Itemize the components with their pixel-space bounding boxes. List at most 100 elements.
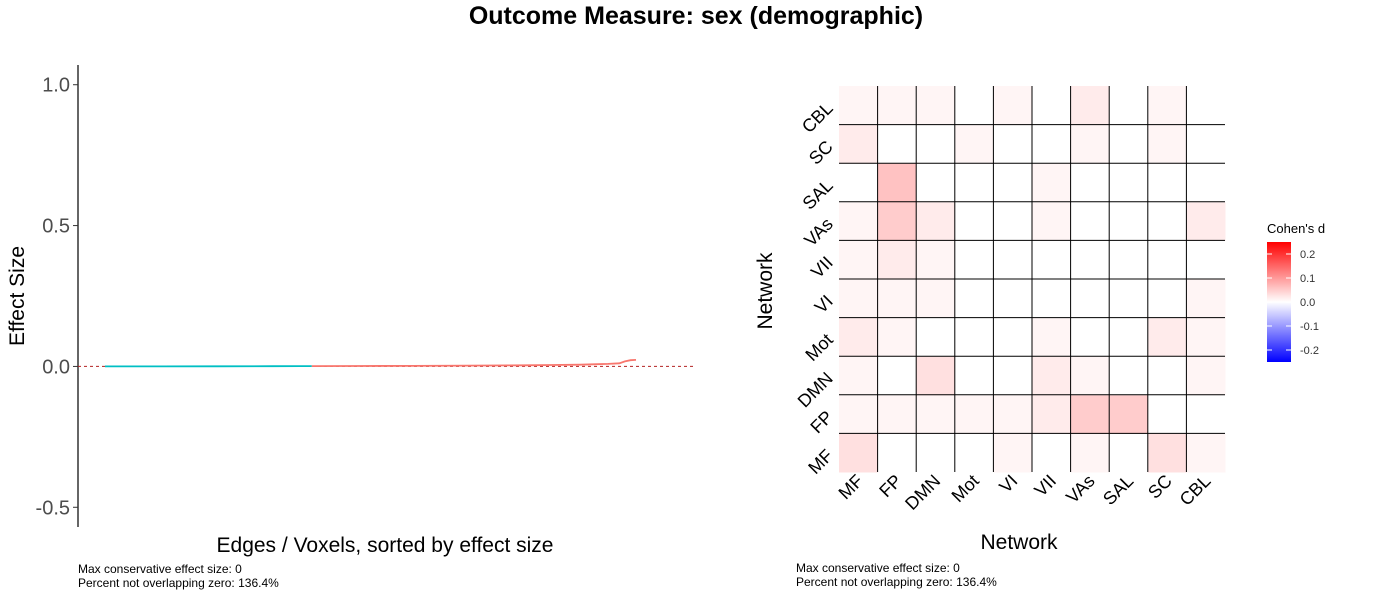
heatmap-cell bbox=[1186, 394, 1226, 434]
heatmap-cell bbox=[1032, 124, 1072, 164]
heatmap-cell bbox=[839, 433, 879, 473]
heatmap-cell bbox=[1032, 163, 1072, 203]
heatmap-cell bbox=[1070, 433, 1110, 473]
heatmap-y-tick-label: VI bbox=[811, 291, 837, 317]
heatmap-cell bbox=[1070, 279, 1110, 319]
heatmap-cell bbox=[839, 279, 879, 319]
heatmap-cell bbox=[954, 394, 994, 434]
right-caption-line-2: Percent not overlapping zero: 136.4% bbox=[796, 575, 997, 589]
y-axis-title: Effect Size bbox=[6, 246, 29, 346]
heatmap-cell bbox=[1186, 279, 1226, 319]
heatmap-cell bbox=[1109, 433, 1149, 473]
heatmap-x-tick-label: DMN bbox=[901, 471, 944, 514]
heatmap-cell bbox=[1070, 124, 1110, 164]
heatmap-cell bbox=[993, 356, 1033, 396]
heatmap-cell bbox=[877, 201, 917, 241]
heatmap-cell bbox=[877, 433, 917, 473]
heatmap-cell bbox=[1147, 394, 1187, 434]
legend-tick-label: 0.0 bbox=[1300, 297, 1315, 309]
left-caption: Max conservative effect size: 0 Percent … bbox=[78, 562, 279, 590]
heatmap-y-tick-label: Mot bbox=[801, 330, 836, 365]
heatmap-cell bbox=[993, 240, 1033, 280]
heatmap-cell bbox=[1109, 163, 1149, 203]
heatmap-x-tick-label: Mot bbox=[948, 471, 983, 506]
heatmap-cell bbox=[1147, 240, 1187, 280]
effect-size-line-chart: -0.5 0.0 0.5 1.0 Effect Size Edges / Voxels… bbox=[6, 65, 693, 557]
heatmap-cell bbox=[1070, 86, 1110, 126]
heatmap-cell bbox=[839, 317, 879, 357]
colorbar-legend: Cohen's d 0.2 0.1 0.0 -0.1 -0.2 bbox=[1267, 221, 1325, 362]
heatmap-cell bbox=[1147, 317, 1187, 357]
heatmap-cell bbox=[877, 394, 917, 434]
left-caption-line-2: Percent not overlapping zero: 136.4% bbox=[78, 576, 279, 590]
heatmap-cell bbox=[916, 279, 956, 319]
heatmap-y-tick-label: VII bbox=[807, 252, 837, 282]
heatmap-cell bbox=[1032, 356, 1072, 396]
heatmap-cell bbox=[877, 317, 917, 357]
heatmap-cell bbox=[1186, 356, 1226, 396]
heatmap-cell bbox=[1032, 201, 1072, 241]
heatmap-cell bbox=[916, 394, 956, 434]
legend-tick-label: 0.1 bbox=[1300, 273, 1315, 285]
heatmap-cell bbox=[1109, 356, 1149, 396]
heatmap-y-tick-label: CBL bbox=[798, 98, 837, 137]
heatmap-cell bbox=[1147, 279, 1187, 319]
heatmap-x-tick-label: SAL bbox=[1099, 471, 1137, 509]
heatmap-cell bbox=[916, 317, 956, 357]
heatmap-cell bbox=[1109, 317, 1149, 357]
heatmap-cell bbox=[1186, 201, 1226, 241]
heatmap-cell bbox=[916, 86, 956, 126]
heatmap-y-axis-title: Network bbox=[754, 252, 777, 330]
heatmap-cell bbox=[1070, 317, 1110, 357]
heatmap-cell bbox=[993, 201, 1033, 241]
heatmap-cell bbox=[1109, 394, 1149, 434]
heatmap-cell bbox=[877, 86, 917, 126]
heatmap-cell bbox=[1186, 433, 1226, 473]
heatmap-cell bbox=[1032, 317, 1072, 357]
heatmap-cell bbox=[954, 433, 994, 473]
heatmap-cell bbox=[877, 279, 917, 319]
y-tick-label: 1.0 bbox=[42, 75, 70, 97]
heatmap-cell bbox=[916, 201, 956, 241]
heatmap-cell bbox=[993, 433, 1033, 473]
heatmap-cell bbox=[993, 279, 1033, 319]
heatmap-cell bbox=[954, 86, 994, 126]
heatmap-cell bbox=[954, 317, 994, 357]
heatmap-cell bbox=[916, 163, 956, 203]
heatmap-x-tick-label: VII bbox=[1030, 471, 1060, 501]
heatmap-cell bbox=[993, 163, 1033, 203]
heatmap-cell bbox=[1070, 201, 1110, 241]
heatmap-x-tick-label: MF bbox=[835, 471, 868, 504]
heatmap-cell bbox=[1186, 240, 1226, 280]
heatmap-cell bbox=[839, 356, 879, 396]
heatmap-cell bbox=[1032, 240, 1072, 280]
y-tick-label: 0.5 bbox=[42, 216, 70, 238]
legend-tick-label: -0.2 bbox=[1300, 345, 1319, 357]
heatmap-x-tick-label: VAs bbox=[1062, 471, 1099, 508]
heatmap-cell bbox=[1186, 317, 1226, 357]
heatmap-cell bbox=[839, 240, 879, 280]
heatmap-cell bbox=[1109, 240, 1149, 280]
heatmap-cell bbox=[839, 124, 879, 164]
heatmap-cell bbox=[1109, 124, 1149, 164]
heatmap-y-tick-label: VAs bbox=[800, 214, 837, 251]
heatmap-cell bbox=[1109, 201, 1149, 241]
heatmap-cell bbox=[1147, 86, 1187, 126]
heatmap-cell bbox=[839, 86, 879, 126]
heatmap-cell bbox=[1147, 433, 1187, 473]
heatmap-cell bbox=[1109, 279, 1149, 319]
heatmap-y-tick-label: SAL bbox=[799, 175, 837, 213]
heatmap-y-tick-label: MF bbox=[804, 445, 837, 478]
heatmap-cell bbox=[1147, 124, 1187, 164]
heatmap-cell bbox=[993, 86, 1033, 126]
x-axis-title: Edges / Voxels, sorted by effect size bbox=[217, 534, 554, 557]
heatmap-cell bbox=[877, 240, 917, 280]
heatmap-cell bbox=[954, 201, 994, 241]
heatmap-y-tick-label: FP bbox=[806, 407, 836, 437]
heatmap-cell bbox=[993, 394, 1033, 434]
heatmap-cell bbox=[954, 163, 994, 203]
heatmap-x-tick-label: FP bbox=[875, 471, 905, 501]
heatmap-cell bbox=[839, 201, 879, 241]
heatmap-y-tick-label: DMN bbox=[794, 368, 837, 411]
